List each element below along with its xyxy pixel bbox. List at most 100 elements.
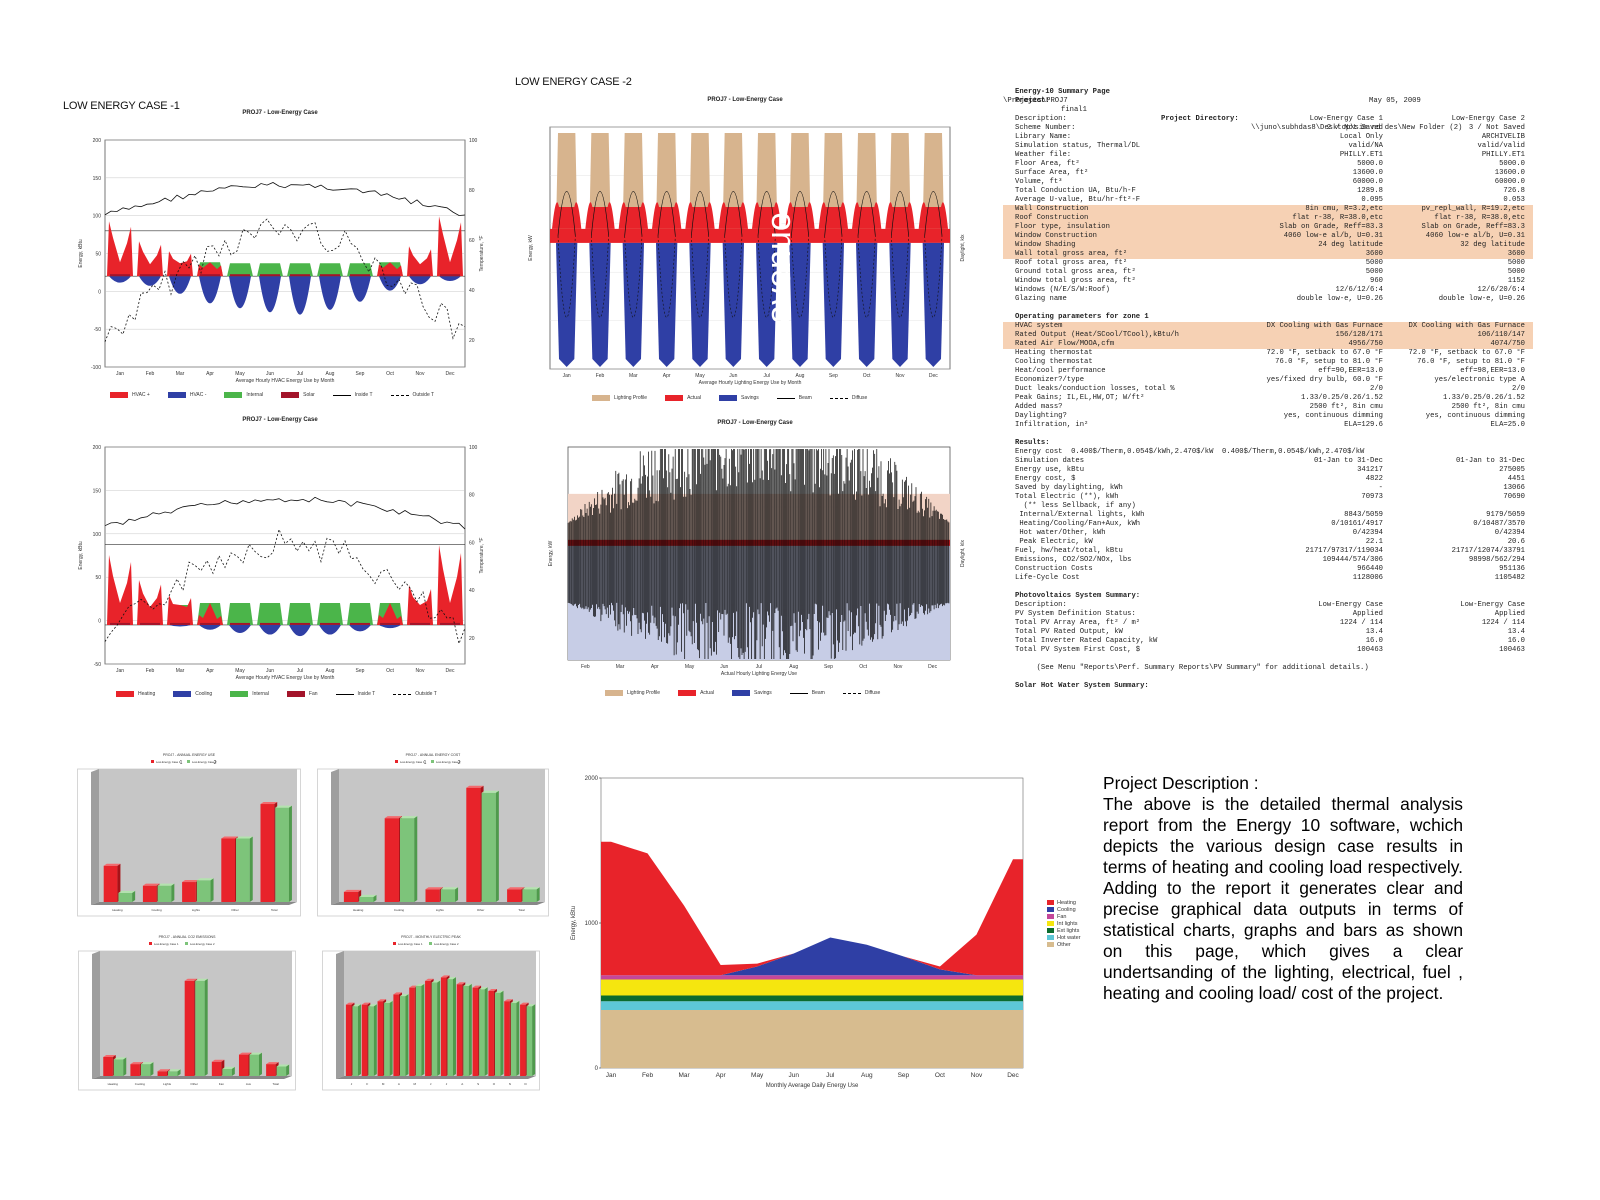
solar-gain-bar <box>410 274 430 277</box>
month-tick: Mar <box>176 668 185 674</box>
category-label: O <box>493 1082 496 1086</box>
case1-title: LOW ENERGY CASE -1 <box>63 100 180 112</box>
cooling-area <box>169 276 191 294</box>
tick-label: 0 <box>98 619 101 625</box>
bar-top <box>507 887 525 890</box>
report-row: Heating/Cooling/Fan+Aux, kWh 0/10161/4917… <box>1015 520 1525 528</box>
solar-gain-bar <box>140 622 160 625</box>
cooling-area <box>289 624 311 637</box>
report-row: Cooling thermostat 76.0 °F, setup to 81.0… <box>1015 358 1525 366</box>
y2-axis-label: Daylight, klx <box>960 234 966 261</box>
bar-top <box>425 887 443 890</box>
solar-gain-bar <box>260 622 280 625</box>
internal-gain-area <box>287 602 313 625</box>
bar-side <box>536 887 540 902</box>
outside-temp-line <box>104 528 466 645</box>
chart-legend: Heating Cooling Internal Fan Inside T Ou… <box>116 691 437 697</box>
month-tick: May <box>235 371 245 377</box>
bar-side <box>150 1062 154 1076</box>
bar-top <box>456 982 466 985</box>
bar-top <box>343 889 362 892</box>
report-row: Simulation dates 01-Jan to 31-Dec 01-Jan t… <box>1015 457 1525 465</box>
cooling-area <box>319 276 341 310</box>
bar-chart-svg: PROJ7 - ANNUAL CO2 EMISSIONS Low-Energy C… <box>78 935 296 1091</box>
month-tick: May <box>695 373 705 379</box>
bar <box>221 838 236 902</box>
report-row: Window total gross area, ft² 960 1152 <box>1015 277 1525 285</box>
lighting-profile-area <box>622 133 644 229</box>
report-row: Description: Low-Energy Case 1 Low-Energy … <box>1015 115 1525 123</box>
bar-side <box>414 816 418 902</box>
lighting-profile-area <box>656 133 678 229</box>
bar <box>472 987 479 1076</box>
beam-line <box>757 191 776 236</box>
month-tick: Apr <box>206 668 214 674</box>
month-tick: Sep <box>356 668 365 674</box>
report-row: Surface Area, ft² 13600.0 13600.0 <box>1015 169 1525 177</box>
tick-label: 150 <box>93 176 102 182</box>
month-tick: Jan <box>116 371 124 377</box>
chart-title: PROJ7 - Low-Energy Case <box>717 420 793 426</box>
heating-area <box>137 579 163 625</box>
bar-side <box>286 1064 290 1076</box>
solar-gain-bar <box>380 274 400 277</box>
month-tick: Nov <box>893 664 902 670</box>
internal-gain-area <box>347 263 373 277</box>
tick-label: 40 <box>469 288 475 294</box>
report-row: Added mass? 2500 ft², 8in cmu 2500 ft², 8i… <box>1015 403 1525 411</box>
bar-top <box>481 790 499 793</box>
category-label: M <box>382 1082 385 1086</box>
bar <box>494 992 501 1076</box>
report-row: Internal/External lights, kWh 8843/5059 91… <box>1015 511 1525 519</box>
heating-area <box>377 602 403 625</box>
bar <box>399 996 406 1076</box>
solar-gain-bar <box>260 274 280 277</box>
bar-side <box>288 805 292 902</box>
tick-label: 60 <box>469 238 475 244</box>
month-tick: Jun <box>266 371 274 377</box>
month-tick: Dec <box>446 668 455 674</box>
report-row: Total PV Rated Output, kW 13.4 13.4 <box>1015 628 1525 636</box>
bar-side <box>204 978 208 1076</box>
legend-label: Low-Energy Case 1 <box>398 942 423 946</box>
lighting-profile-area <box>922 133 944 229</box>
legend-num: 2 <box>214 760 217 766</box>
month-tick: May <box>685 664 695 670</box>
bar-top <box>399 994 409 997</box>
bar-side <box>532 1004 536 1076</box>
bar-top <box>195 978 208 981</box>
bar-chart-svg: PROJ7 - ANNUAL ENERGY COST Low-Energy Cas… <box>317 753 549 917</box>
bar <box>157 885 172 902</box>
bar <box>103 865 118 902</box>
month-tick: Apr <box>651 664 659 670</box>
legend-label: Low-Energy Case 2 <box>434 942 459 946</box>
heating-area <box>437 216 463 277</box>
floor <box>336 1076 536 1079</box>
beam-line <box>624 191 643 236</box>
legend-swatch <box>149 942 152 945</box>
tick-label: 100 <box>469 138 478 144</box>
category-label: J <box>351 1082 353 1086</box>
report-row: Windows (N/E/S/W:Roof) 12/6/12/6:4 12/6/20… <box>1015 286 1525 294</box>
internal-gain-area <box>227 263 253 277</box>
inside-temp-line <box>104 496 466 530</box>
category-label: Cooling <box>394 908 405 912</box>
solar-gain-bar <box>200 622 220 625</box>
report-row: Floor Area, ft² 5000.0 5000.0 <box>1015 160 1525 168</box>
cooling-area <box>409 276 431 285</box>
bar-top <box>526 1004 536 1007</box>
category-label: Lights <box>163 1082 172 1086</box>
month-tick: Oct <box>386 371 394 377</box>
internal-gain-area <box>257 602 283 625</box>
bar <box>466 787 481 902</box>
bar-top <box>359 894 377 897</box>
bar <box>222 1068 232 1076</box>
bar-top <box>275 805 292 808</box>
bar-top <box>377 999 387 1002</box>
savings-area <box>822 242 844 367</box>
bar-side <box>389 1000 393 1076</box>
description-body: The above is the detailed thermal analys… <box>1103 794 1463 1003</box>
x-axis-label: Actual Hourly Lighting Energy Use <box>721 671 797 677</box>
legend-swatch <box>1047 921 1054 926</box>
lighting-energy-chart-svg: Jan Feb Mar Apr May Jun Jul Aug Sep Oct Nov Dec Aver… <box>528 126 966 386</box>
